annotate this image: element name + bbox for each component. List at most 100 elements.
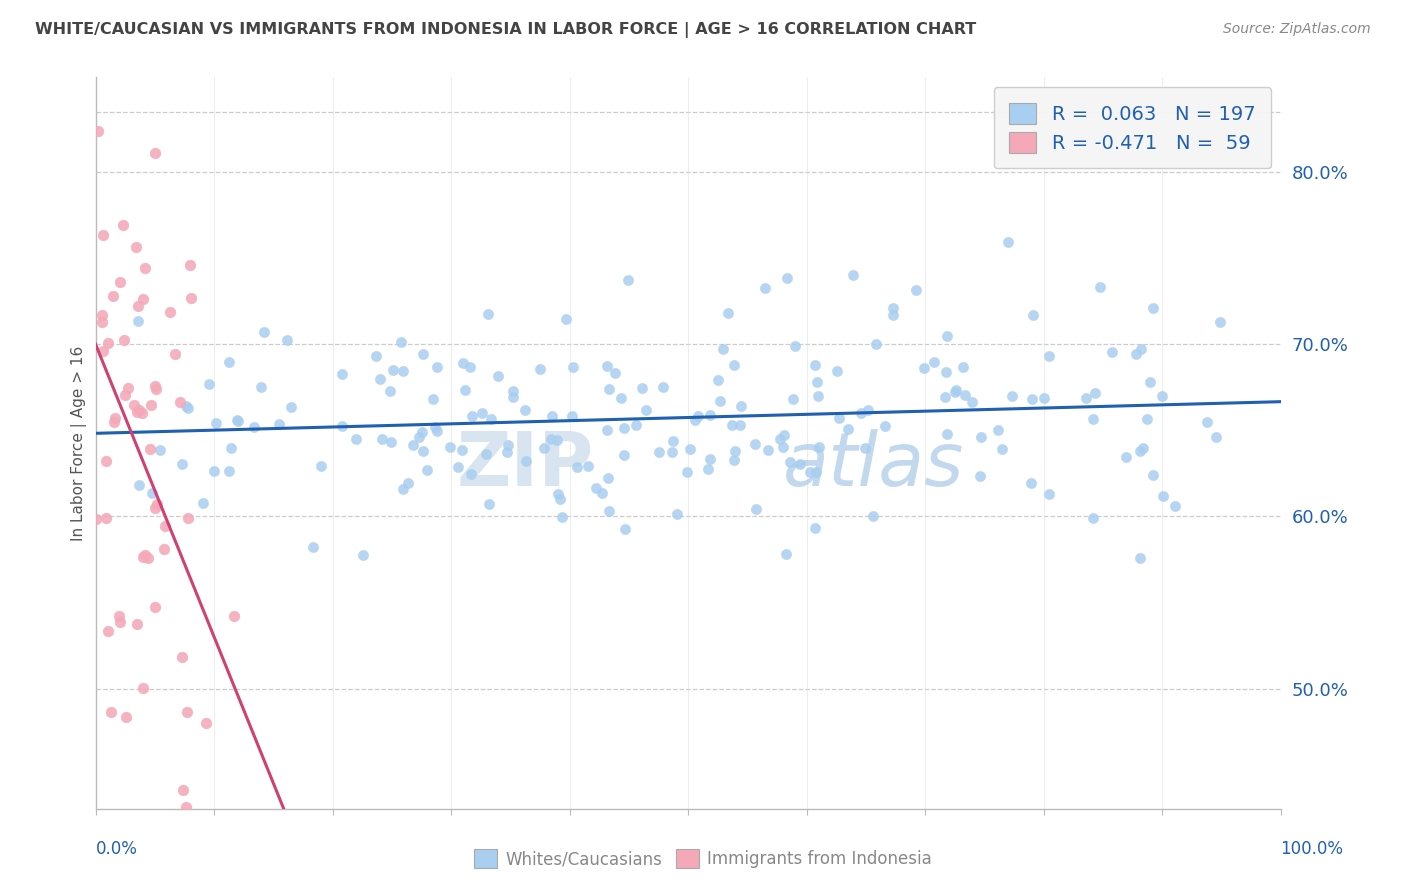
Point: [218, 463, 240, 477]
Point: [661, 445, 683, 459]
Point: [1142, 468, 1164, 483]
Point: [756, 442, 779, 457]
Point: [426, 424, 449, 438]
Point: [1081, 412, 1104, 426]
Point: [533, 441, 555, 455]
Point: [228, 414, 250, 428]
Point: [825, 364, 848, 378]
Point: [561, 359, 583, 374]
Point: [754, 281, 776, 295]
Point: [935, 329, 957, 343]
Point: [723, 444, 745, 458]
Point: [170, 649, 193, 664]
Point: [711, 342, 734, 356]
Point: [169, 395, 191, 409]
Point: [454, 383, 477, 397]
Point: [1136, 411, 1159, 425]
Point: [1021, 392, 1043, 407]
Point: [1022, 308, 1045, 322]
Point: [744, 436, 766, 450]
Point: [598, 382, 620, 396]
Point: [1019, 476, 1042, 491]
Point: [799, 465, 821, 479]
Point: [1033, 392, 1056, 406]
Point: [108, 275, 131, 289]
Point: [1129, 444, 1152, 458]
Point: [953, 388, 976, 402]
Point: [276, 333, 298, 347]
Point: [1125, 347, 1147, 361]
Point: [96, 510, 118, 524]
Point: [125, 240, 148, 254]
Point: [1164, 499, 1187, 513]
Point: [1101, 344, 1123, 359]
Point: [392, 364, 415, 378]
Text: ZIP: ZIP: [456, 429, 593, 501]
Point: [904, 283, 927, 297]
Point: [460, 360, 482, 375]
Point: [221, 441, 243, 455]
Point: [502, 384, 524, 399]
Point: [775, 271, 797, 285]
Point: [789, 457, 811, 471]
Point: [149, 442, 172, 457]
Point: [721, 417, 744, 432]
Point: [475, 447, 498, 461]
Point: [783, 339, 806, 353]
Point: [1128, 550, 1150, 565]
Point: [1209, 315, 1232, 329]
Point: [723, 453, 745, 467]
Point: [128, 403, 150, 417]
Point: [1142, 301, 1164, 315]
Point: [368, 371, 391, 385]
Point: [152, 541, 174, 556]
Point: [730, 399, 752, 413]
Point: [381, 363, 404, 377]
Point: [862, 508, 884, 523]
Point: [172, 783, 194, 797]
Point: [1139, 375, 1161, 389]
Point: [96, 454, 118, 468]
Point: [90, 315, 112, 329]
Point: [1083, 511, 1105, 525]
Point: [648, 445, 671, 459]
Point: [969, 468, 991, 483]
Point: [779, 455, 801, 469]
Point: [412, 443, 434, 458]
Point: [205, 416, 228, 430]
Point: [479, 411, 502, 425]
Point: [471, 406, 494, 420]
Point: [745, 502, 768, 516]
Point: [224, 608, 246, 623]
Point: [378, 384, 401, 399]
Point: [875, 419, 897, 434]
Point: [699, 408, 721, 422]
Point: [1130, 343, 1153, 357]
Point: [706, 373, 728, 387]
Point: [853, 441, 876, 455]
Point: [195, 716, 218, 731]
Point: [267, 417, 290, 431]
Point: [935, 365, 957, 379]
Point: [179, 258, 201, 272]
Point: [1115, 450, 1137, 465]
Point: [882, 308, 904, 322]
Point: [174, 800, 197, 814]
Point: [127, 300, 149, 314]
Point: [93, 228, 115, 243]
Point: [728, 417, 751, 432]
Point: [460, 467, 482, 481]
Point: [136, 550, 159, 565]
Point: [851, 406, 873, 420]
Point: [108, 615, 131, 629]
Point: [546, 434, 568, 448]
Point: [415, 463, 437, 477]
Point: [486, 368, 509, 383]
Point: [412, 347, 434, 361]
Point: [827, 410, 849, 425]
Point: [773, 427, 796, 442]
Point: [551, 509, 574, 524]
Point: [87, 124, 110, 138]
Text: 100.0%: 100.0%: [1279, 840, 1343, 858]
Legend: Whites/Caucasians, Immigrants from Indonesia: Whites/Caucasians, Immigrants from Indon…: [467, 843, 939, 875]
